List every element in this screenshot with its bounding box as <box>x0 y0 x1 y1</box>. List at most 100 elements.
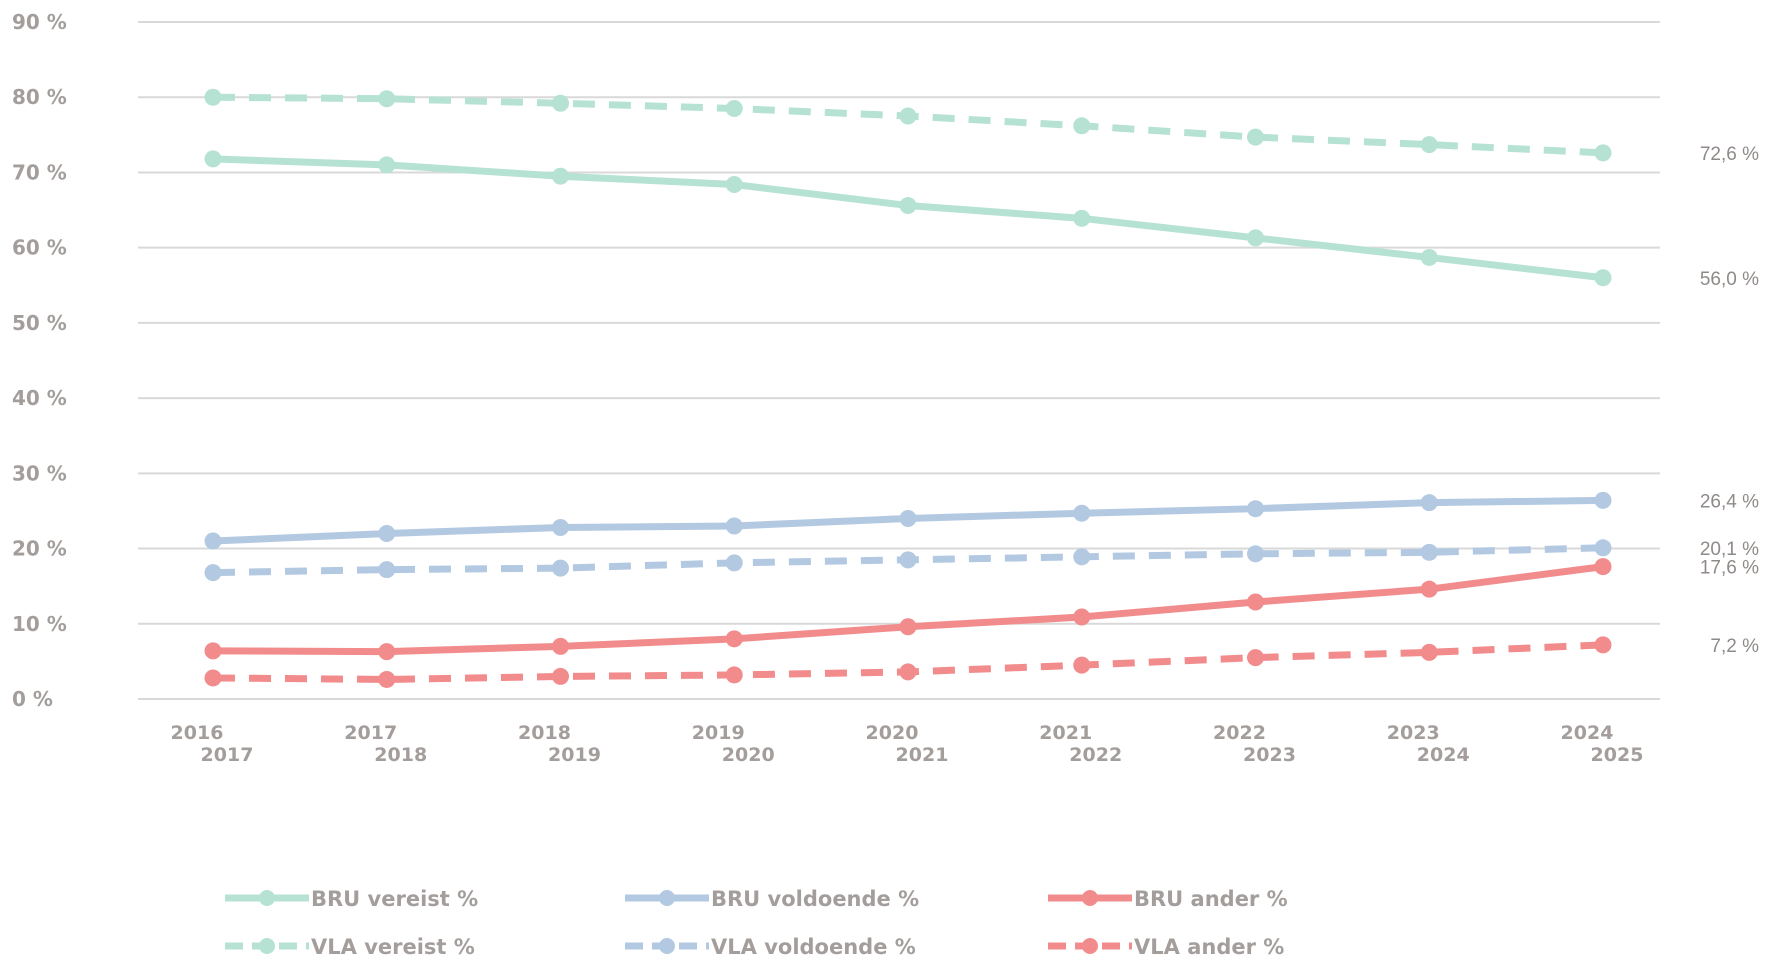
legend-label: BRU vereist % <box>311 887 478 911</box>
series-line-bru-vereist <box>212 155 1604 282</box>
data-point <box>204 150 222 168</box>
end-labels: 56,0 % 72,6 % 26,4 % 20,1 %17,6 % 7,2 % <box>1700 144 1759 657</box>
data-point <box>1073 117 1091 135</box>
x-tick-label: 2025 <box>1591 744 1644 766</box>
legend-swatch-marker <box>259 938 275 954</box>
data-point <box>1594 491 1612 509</box>
legend: BRU vereist % BRU voldoende % BRU ander % V… <box>225 887 1288 959</box>
y-tick-label: 20 % <box>12 537 67 561</box>
data-point <box>1420 580 1438 598</box>
data-point <box>725 100 743 118</box>
data-point <box>1420 248 1438 266</box>
gridlines <box>138 21 1660 700</box>
data-point <box>1420 136 1438 154</box>
legend-label: BRU ander % <box>1134 887 1288 911</box>
data-point <box>378 90 396 108</box>
x-tick-label: 2020 <box>722 744 775 766</box>
data-point <box>378 156 396 174</box>
x-tick-label: 2019 <box>548 744 601 766</box>
data-point <box>378 643 396 661</box>
data-point <box>1073 548 1091 566</box>
data-point <box>1247 649 1264 667</box>
y-tick-label: 40 % <box>12 386 67 410</box>
series-line-bru-ander <box>212 563 1604 656</box>
data-point <box>899 509 917 527</box>
data-point <box>1247 128 1264 146</box>
end-value-label: 72,6 % <box>1700 144 1759 165</box>
x-tick-label: 2017 <box>344 722 397 744</box>
data-point <box>552 667 569 685</box>
legend-swatch-marker <box>259 890 275 906</box>
y-tick-label: 70 % <box>12 160 67 184</box>
legend-swatch-marker <box>1082 938 1098 954</box>
x-tick-label: 2019 <box>692 722 745 744</box>
data-point <box>1594 144 1612 162</box>
data-point <box>1073 656 1091 674</box>
data-point <box>204 564 222 582</box>
legend-label: VLA ander % <box>1134 935 1284 959</box>
y-tick-label: 50 % <box>12 311 67 335</box>
x-tick-label: 2022 <box>1213 722 1266 744</box>
data-point <box>552 559 569 577</box>
legend-swatch-marker <box>659 890 675 906</box>
end-value-label: 17,6 % <box>1700 558 1759 579</box>
data-point <box>725 630 743 648</box>
data-point <box>1073 209 1091 227</box>
data-point <box>725 554 743 572</box>
data-point <box>725 175 743 193</box>
x-tick-label: 2016 <box>171 722 224 744</box>
legend-label: BRU voldoende % <box>711 887 919 911</box>
data-point <box>899 551 917 569</box>
end-value-label: 20,1 % <box>1700 539 1759 560</box>
x-tick-label: 2020 <box>866 722 919 744</box>
x-tick-label: 2017 <box>201 744 254 766</box>
end-value-label: 7,2 % <box>1710 636 1759 657</box>
data-point <box>899 618 917 636</box>
data-point <box>899 107 917 125</box>
x-tick-label: 2018 <box>374 744 427 766</box>
x-tick-label: 2024 <box>1561 722 1614 744</box>
series-lines <box>204 88 1612 688</box>
x-tick-label: 2018 <box>518 722 571 744</box>
x-tick-label: 2021 <box>896 744 949 766</box>
data-point <box>1073 608 1091 626</box>
data-point <box>1073 504 1091 522</box>
data-point <box>1420 543 1438 561</box>
legend-label: VLA voldoende % <box>711 935 916 959</box>
end-value-label: 26,4 % <box>1700 491 1759 512</box>
data-point <box>378 670 396 688</box>
data-point <box>725 517 743 535</box>
x-tick-label: 2021 <box>1039 722 1092 744</box>
y-tick-label: 90 % <box>12 10 67 34</box>
y-tick-label: 60 % <box>12 236 67 260</box>
data-point <box>1420 494 1438 512</box>
legend-label: VLA vereist % <box>311 935 475 959</box>
y-axis-ticks: 0 % 10 % 20 % 30 % 40 % 50 % 60 % 70 % 80 % 90 % <box>12 10 67 711</box>
series-line-vla-vereist <box>212 93 1604 157</box>
y-tick-label: 10 % <box>12 612 67 636</box>
data-point <box>1594 539 1612 557</box>
data-point <box>1594 636 1612 654</box>
x-tick-label: 2023 <box>1387 722 1440 744</box>
data-point <box>378 525 396 543</box>
data-point <box>1247 545 1264 563</box>
data-point <box>899 197 917 215</box>
data-point <box>899 663 917 681</box>
data-point <box>204 642 222 660</box>
data-point <box>1420 643 1438 661</box>
data-point <box>552 167 569 185</box>
data-point <box>1594 558 1612 576</box>
x-axis-ticks: 2016201720172018201820192019202020202021… <box>171 722 1644 766</box>
y-tick-label: 80 % <box>12 85 67 109</box>
end-value-label: 56,0 % <box>1700 269 1759 290</box>
data-point <box>204 532 222 550</box>
data-point <box>378 561 396 579</box>
data-point <box>1247 500 1264 518</box>
data-point <box>552 518 569 536</box>
data-point <box>204 88 222 106</box>
y-tick-label: 30 % <box>12 461 67 485</box>
data-point <box>1594 269 1612 287</box>
data-point <box>204 669 222 687</box>
